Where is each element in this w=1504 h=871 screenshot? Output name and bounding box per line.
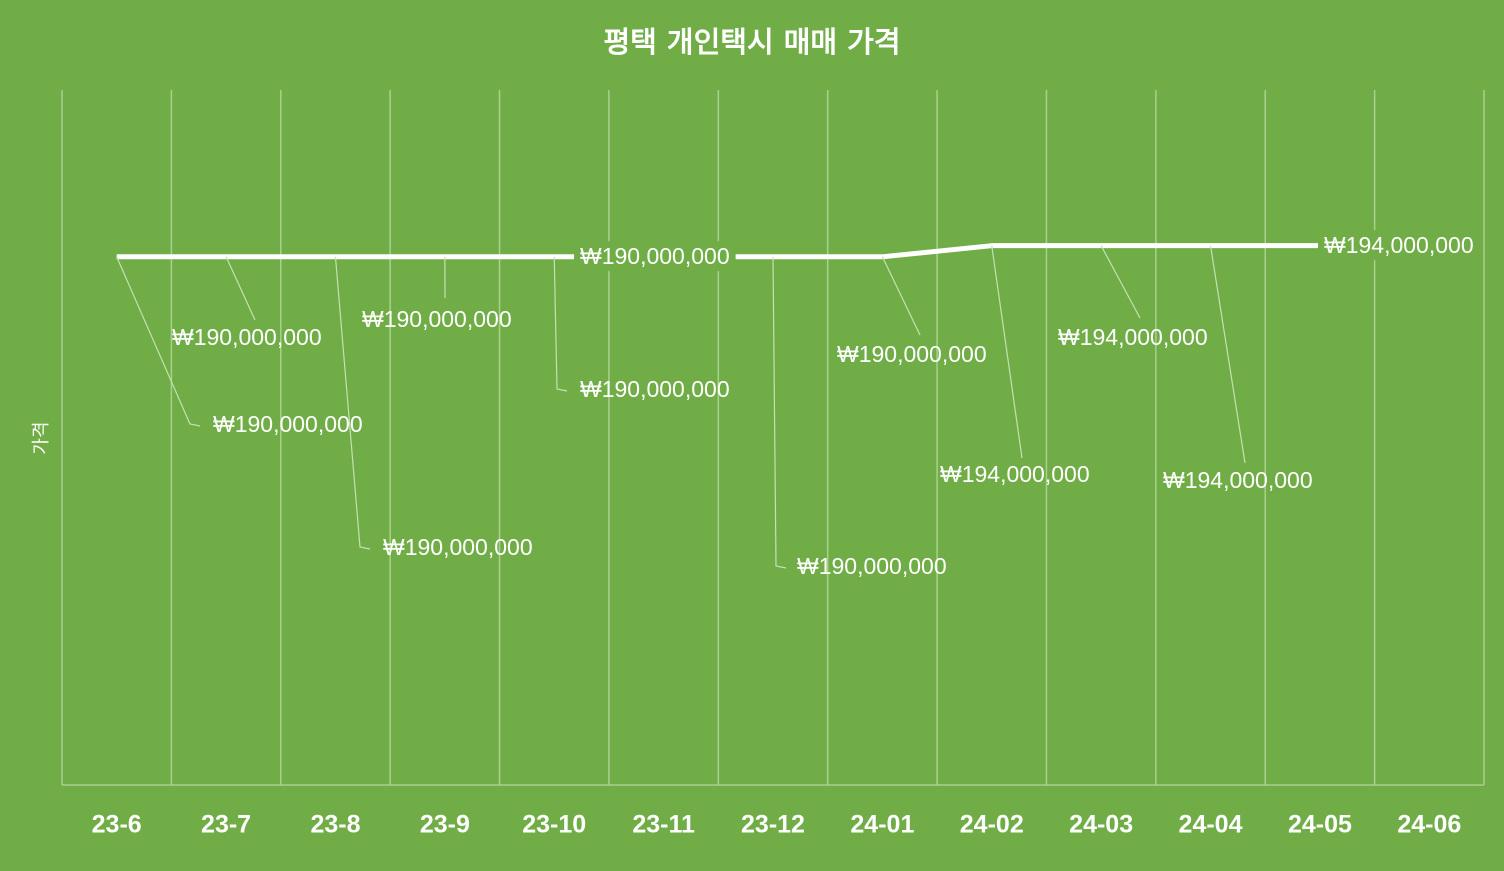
leader-line bbox=[553, 256, 568, 392]
label-background bbox=[1318, 230, 1480, 261]
label-background bbox=[574, 241, 736, 272]
x-tick-label: 23-8 bbox=[310, 811, 360, 839]
x-tick-label: 23-6 bbox=[92, 811, 142, 839]
leader-line bbox=[991, 245, 1023, 459]
x-tick-label: 23-10 bbox=[522, 811, 586, 839]
data-label: ₩190,000,000 bbox=[797, 553, 947, 579]
x-tick-label: 24-03 bbox=[1069, 811, 1133, 839]
leader-line bbox=[225, 256, 256, 321]
x-tick-label: 24-04 bbox=[1179, 811, 1243, 839]
x-tick-label: 24-02 bbox=[960, 811, 1024, 839]
chart-title: 평택 개인택시 매매 가격 bbox=[603, 25, 900, 59]
x-tick-label: 23-9 bbox=[420, 811, 470, 839]
leader-line bbox=[772, 256, 787, 569]
data-label: ₩194,000,000 bbox=[1163, 467, 1313, 493]
data-label: ₩190,000,000 bbox=[172, 324, 322, 350]
y-axis-label: 가격 bbox=[31, 421, 52, 454]
leader-line bbox=[1100, 245, 1141, 319]
x-tick-label: 24-01 bbox=[850, 811, 914, 839]
x-tick-label: 24-05 bbox=[1288, 811, 1352, 839]
x-tick-label: 24-06 bbox=[1397, 811, 1461, 839]
data-label: ₩194,000,000 bbox=[1324, 232, 1474, 258]
data-label: ₩194,000,000 bbox=[1058, 324, 1208, 350]
leader-line bbox=[116, 256, 201, 427]
x-tick-label: 23-7 bbox=[201, 811, 251, 839]
data-label: ₩190,000,000 bbox=[362, 306, 512, 332]
leader-line bbox=[334, 256, 371, 550]
leader-line bbox=[881, 256, 921, 336]
data-label: ₩190,000,000 bbox=[383, 534, 533, 560]
data-label: ₩190,000,000 bbox=[837, 341, 987, 367]
data-label: ₩190,000,000 bbox=[580, 243, 730, 269]
leader-line bbox=[1209, 245, 1246, 464]
data-label: ₩194,000,000 bbox=[940, 461, 1090, 487]
x-tick-label: 23-11 bbox=[632, 811, 695, 839]
x-tick-label: 23-12 bbox=[741, 811, 805, 839]
data-label: ₩190,000,000 bbox=[580, 376, 730, 402]
data-label: ₩190,000,000 bbox=[213, 411, 363, 437]
